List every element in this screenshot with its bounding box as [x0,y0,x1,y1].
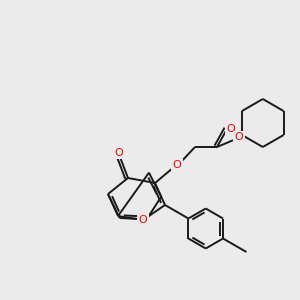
Text: O: O [172,160,182,170]
Text: O: O [235,132,243,142]
Text: O: O [114,148,123,158]
Text: O: O [139,215,147,225]
Text: O: O [226,124,236,134]
